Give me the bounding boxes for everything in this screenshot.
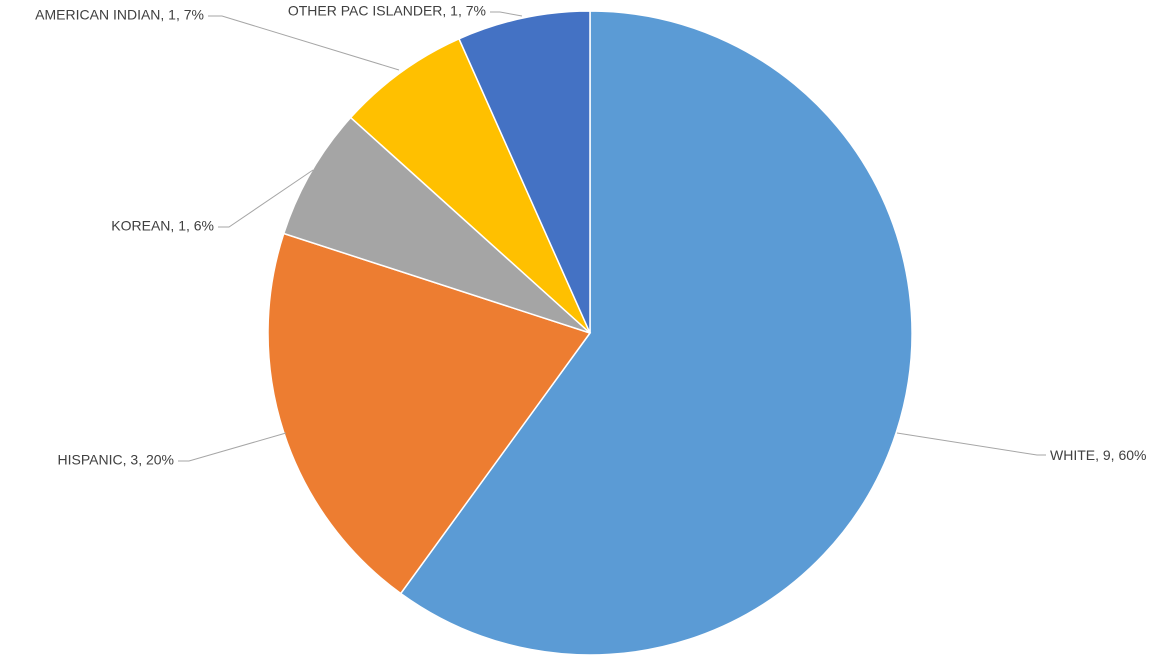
pie-slice-hispanic — [267, 232, 592, 595]
leader-line-american-indian — [208, 15, 400, 71]
data-label-korean: KOREAN, 1, 6% — [111, 218, 214, 234]
data-label-white: WHITE, 9, 60% — [1050, 447, 1146, 463]
data-label-other-pac-islander: OTHER PAC ISLANDER, 1, 7% — [288, 3, 486, 19]
pie-slice-white — [399, 10, 913, 656]
pie-slice-korean — [282, 116, 591, 334]
leader-line-white — [896, 432, 1046, 456]
data-label-hispanic: HISPANIC, 3, 20% — [58, 452, 174, 468]
leader-line-other-pac-islander — [490, 11, 523, 17]
leader-line-korean — [218, 169, 314, 228]
leader-line-hispanic — [178, 432, 287, 462]
data-labels: WHITE, 9, 60% HISPANIC, 3, 20% KOREAN, 1… — [35, 3, 1146, 468]
leader-lines — [178, 11, 1046, 462]
pie-slice-american-indian — [349, 37, 591, 334]
data-label-american-indian: AMERICAN INDIAN, 1, 7% — [35, 7, 204, 23]
pie-slice-other-pac-islander — [458, 10, 591, 334]
pie-slices — [267, 10, 913, 656]
